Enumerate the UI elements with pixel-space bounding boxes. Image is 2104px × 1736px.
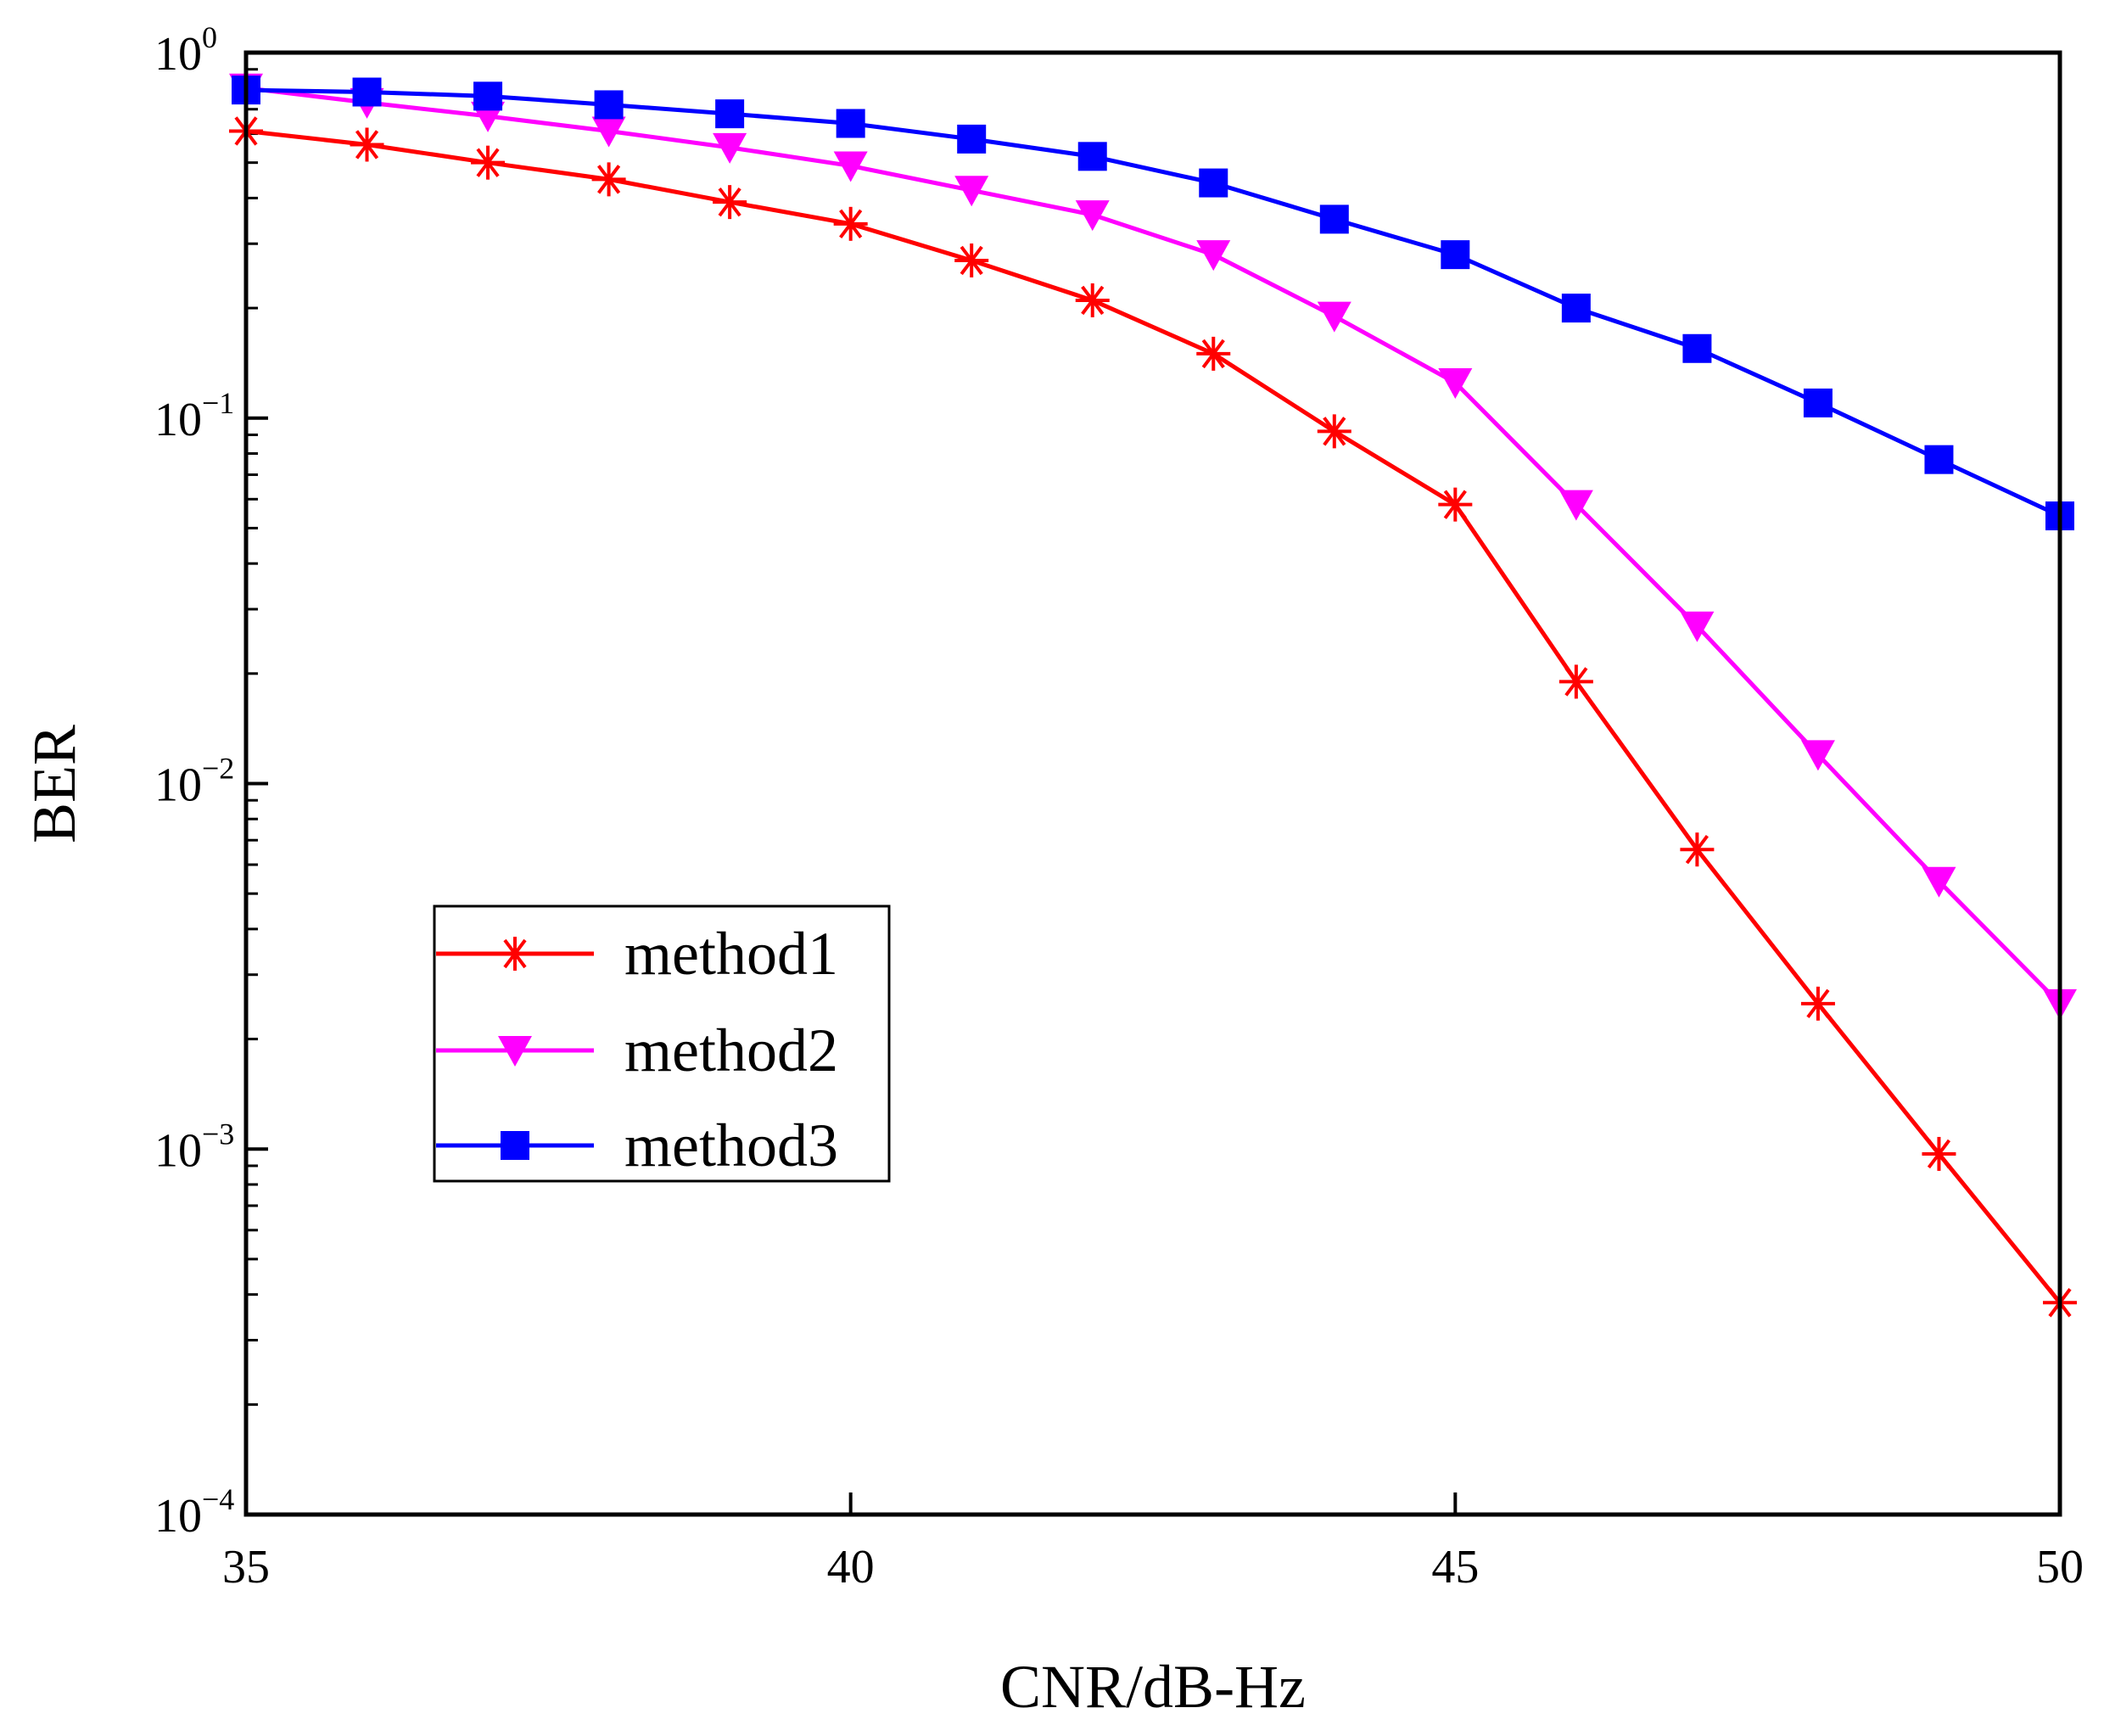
data-point bbox=[352, 77, 382, 107]
y-tick-exponent: −3 bbox=[202, 1117, 234, 1151]
y-tick-base: 10 bbox=[154, 1124, 202, 1177]
data-point bbox=[1075, 283, 1110, 317]
data-point bbox=[1924, 445, 1954, 474]
data-point bbox=[954, 243, 989, 277]
data-point bbox=[1438, 368, 1473, 400]
series-layer bbox=[229, 73, 2077, 1320]
y-tick-label: 10 bbox=[154, 394, 202, 446]
legend: method1 method2 method3 bbox=[433, 904, 891, 1183]
data-point bbox=[1682, 333, 1712, 363]
x-tick-label: 45 bbox=[1431, 1541, 1479, 1593]
data-point bbox=[957, 124, 987, 154]
legend-marker bbox=[501, 1131, 529, 1160]
data-point bbox=[1558, 490, 1593, 521]
legend-marker bbox=[498, 937, 532, 971]
data-point bbox=[594, 90, 624, 120]
data-point bbox=[836, 109, 865, 138]
plot-frame bbox=[243, 50, 2062, 1517]
data-point bbox=[1077, 142, 1107, 171]
data-point bbox=[713, 185, 747, 220]
y-tick-base: 10 bbox=[154, 1490, 202, 1543]
data-point bbox=[1800, 986, 1835, 1021]
y-tick-exponent: −4 bbox=[202, 1482, 234, 1516]
data-point bbox=[713, 132, 747, 164]
series-method1 bbox=[229, 114, 2077, 1320]
series-line bbox=[245, 87, 2062, 518]
y-tick-base: 10 bbox=[154, 394, 202, 446]
data-point bbox=[715, 99, 745, 129]
data-point bbox=[1199, 168, 1228, 198]
data-point bbox=[1196, 336, 1231, 371]
legend-label: method1 bbox=[624, 920, 838, 988]
series-method3 bbox=[232, 76, 2074, 531]
data-point bbox=[833, 151, 868, 182]
y-tick-label: 10 bbox=[154, 759, 202, 812]
x-axis-title: CNR/dB-Hz bbox=[1000, 1653, 1306, 1721]
data-point bbox=[954, 176, 989, 207]
x-tick-label: 35 bbox=[222, 1541, 270, 1593]
data-point bbox=[1317, 301, 1351, 333]
y-tick-label: 10 bbox=[154, 1490, 202, 1543]
data-point bbox=[1317, 414, 1351, 449]
y-tick-exponent: −1 bbox=[202, 386, 234, 420]
y-tick-label: 10 bbox=[154, 28, 202, 81]
data-point bbox=[1803, 388, 1833, 417]
data-point bbox=[1800, 740, 1835, 771]
y-axis-title: BER bbox=[20, 725, 88, 843]
legend-marker bbox=[498, 1036, 532, 1067]
y-tick-base: 10 bbox=[154, 28, 202, 81]
series-line bbox=[245, 86, 2062, 1005]
legend-label: method3 bbox=[624, 1112, 838, 1179]
y-tick-label: 10 bbox=[154, 1124, 202, 1177]
x-tick-label: 50 bbox=[2036, 1541, 2084, 1593]
data-point bbox=[1561, 294, 1591, 323]
y-tick-base: 10 bbox=[154, 759, 202, 812]
data-point bbox=[350, 127, 384, 162]
legend-label: method2 bbox=[624, 1016, 838, 1084]
series-line bbox=[245, 128, 2062, 1304]
data-point bbox=[591, 116, 626, 148]
data-point bbox=[1680, 611, 1715, 642]
y-tick-exponent: 0 bbox=[202, 20, 217, 54]
data-point bbox=[1075, 200, 1110, 232]
data-point bbox=[1922, 1136, 1956, 1171]
data-point bbox=[1558, 664, 1593, 699]
data-point bbox=[471, 145, 506, 180]
data-point bbox=[591, 162, 626, 197]
data-point bbox=[1438, 487, 1473, 522]
data-point bbox=[1441, 240, 1470, 270]
data-point bbox=[833, 206, 868, 241]
data-point bbox=[1922, 866, 1956, 898]
data-point bbox=[473, 81, 503, 111]
data-point bbox=[1680, 832, 1715, 867]
data-point bbox=[1196, 240, 1231, 272]
x-tick-label: 40 bbox=[827, 1541, 875, 1593]
data-point bbox=[1319, 204, 1349, 234]
y-tick-exponent: −2 bbox=[202, 752, 234, 786]
